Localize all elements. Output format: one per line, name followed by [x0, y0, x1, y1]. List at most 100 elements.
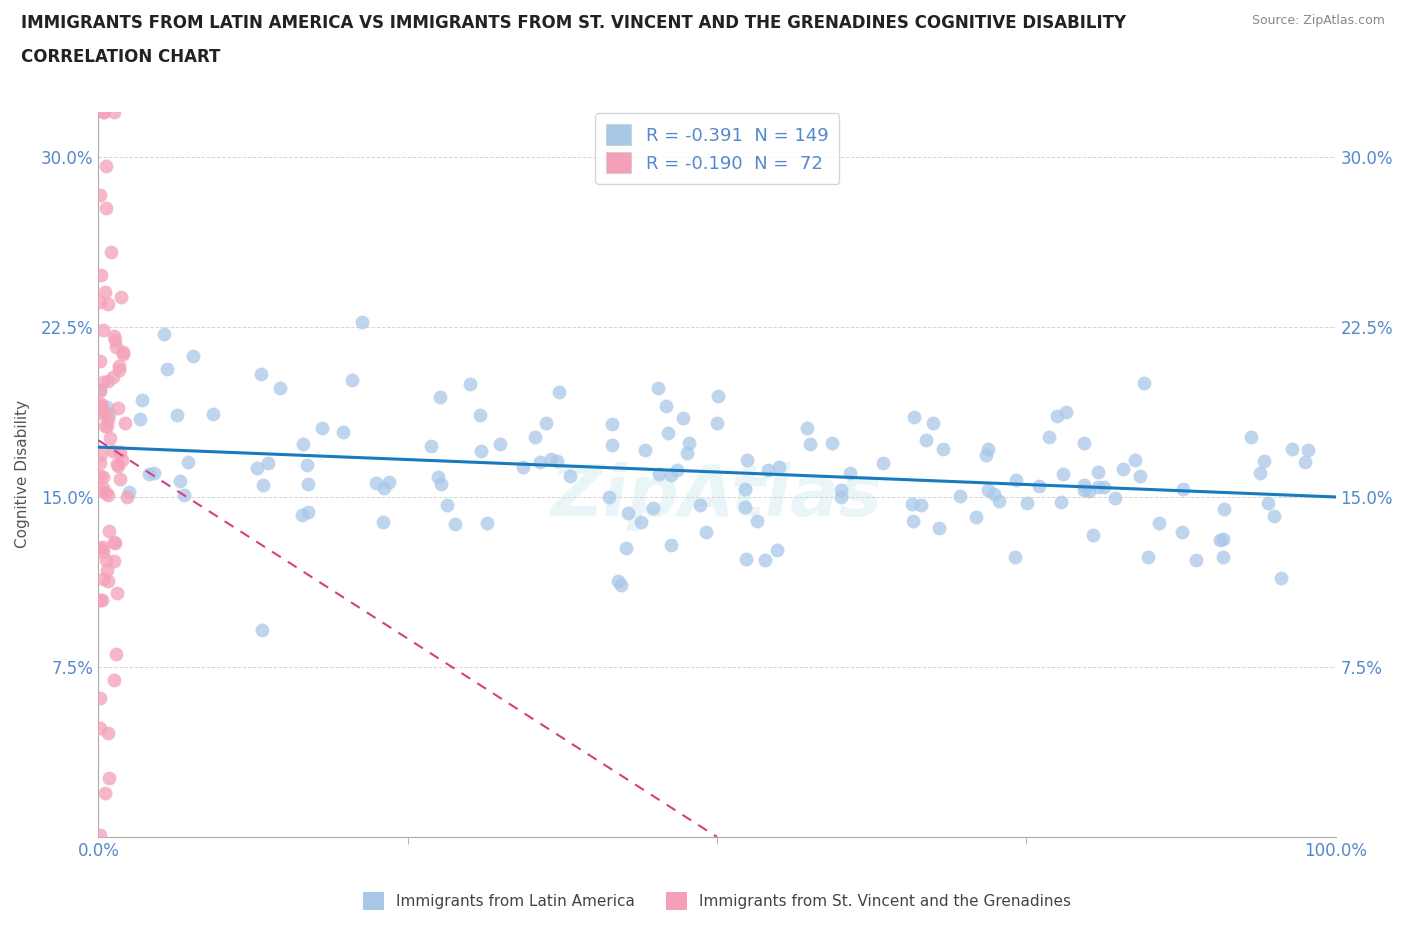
Point — [295, 458, 318, 472]
Point — [426, 470, 449, 485]
Point — [91, 480, 114, 495]
Point — [97, 406, 120, 421]
Point — [630, 514, 652, 529]
Point — [181, 348, 204, 363]
Point — [246, 460, 269, 475]
Point — [292, 437, 315, 452]
Point — [89, 353, 111, 368]
Point — [256, 456, 278, 471]
Point — [1073, 478, 1095, 493]
Point — [104, 333, 127, 348]
Point — [1249, 466, 1271, 481]
Point — [176, 455, 198, 470]
Point — [89, 383, 111, 398]
Point — [94, 201, 117, 216]
Point — [111, 346, 134, 361]
Point — [1298, 443, 1320, 458]
Point — [678, 435, 700, 450]
Point — [534, 416, 557, 431]
Point — [297, 505, 319, 520]
Point — [672, 411, 695, 426]
Point — [648, 467, 671, 482]
Point — [1112, 461, 1135, 476]
Point — [754, 552, 776, 567]
Point — [373, 514, 395, 529]
Point — [610, 578, 633, 592]
Point — [1073, 435, 1095, 450]
Point — [153, 327, 176, 342]
Point — [117, 489, 139, 504]
Point — [1081, 527, 1104, 542]
Point — [91, 539, 114, 554]
Point — [1263, 509, 1285, 524]
Point — [91, 470, 114, 485]
Point — [1133, 375, 1156, 390]
Point — [419, 438, 441, 453]
Point — [93, 786, 115, 801]
Point — [269, 380, 291, 395]
Point — [89, 690, 111, 705]
Point — [97, 770, 120, 785]
Point — [558, 469, 581, 484]
Point — [169, 473, 191, 488]
Point — [104, 536, 127, 551]
Point — [735, 453, 758, 468]
Point — [695, 525, 717, 539]
Point — [598, 489, 620, 504]
Point — [111, 345, 134, 360]
Point — [1128, 468, 1150, 483]
Point — [103, 535, 125, 550]
Point — [470, 444, 492, 458]
Point — [707, 389, 730, 404]
Point — [252, 622, 274, 637]
Point — [101, 369, 124, 384]
Point — [1038, 429, 1060, 444]
Point — [734, 499, 756, 514]
Point — [988, 494, 1011, 509]
Point — [1171, 525, 1194, 539]
Point — [89, 398, 111, 413]
Point — [96, 400, 118, 415]
Point — [1052, 467, 1074, 482]
Point — [1087, 479, 1109, 494]
Point — [1294, 454, 1316, 469]
Point — [138, 466, 160, 481]
Point — [766, 542, 789, 557]
Point — [108, 363, 131, 378]
Point — [97, 412, 120, 427]
Point — [340, 373, 363, 388]
Text: ZipAtlas: ZipAtlas — [551, 461, 883, 530]
Point — [97, 487, 120, 502]
Point — [607, 574, 630, 589]
Point — [104, 339, 127, 354]
Point — [89, 188, 111, 203]
Point — [89, 295, 111, 310]
Point — [107, 401, 129, 416]
Point — [965, 510, 987, 525]
Point — [166, 408, 188, 423]
Point — [249, 366, 271, 381]
Point — [529, 455, 551, 470]
Point — [676, 445, 699, 460]
Point — [1073, 483, 1095, 498]
Point — [89, 540, 111, 555]
Point — [540, 451, 562, 466]
Point — [89, 456, 111, 471]
Point — [1123, 453, 1146, 468]
Point — [706, 415, 728, 430]
Point — [89, 384, 111, 399]
Point — [105, 457, 128, 472]
Point — [156, 362, 179, 377]
Point — [97, 374, 120, 389]
Point — [444, 516, 467, 531]
Point — [903, 409, 925, 424]
Point — [142, 466, 165, 481]
Point — [735, 551, 758, 566]
Point — [600, 417, 623, 432]
Point — [89, 592, 111, 607]
Point — [1147, 515, 1170, 530]
Point — [903, 513, 925, 528]
Point — [91, 104, 114, 119]
Point — [103, 104, 125, 119]
Point — [98, 524, 121, 538]
